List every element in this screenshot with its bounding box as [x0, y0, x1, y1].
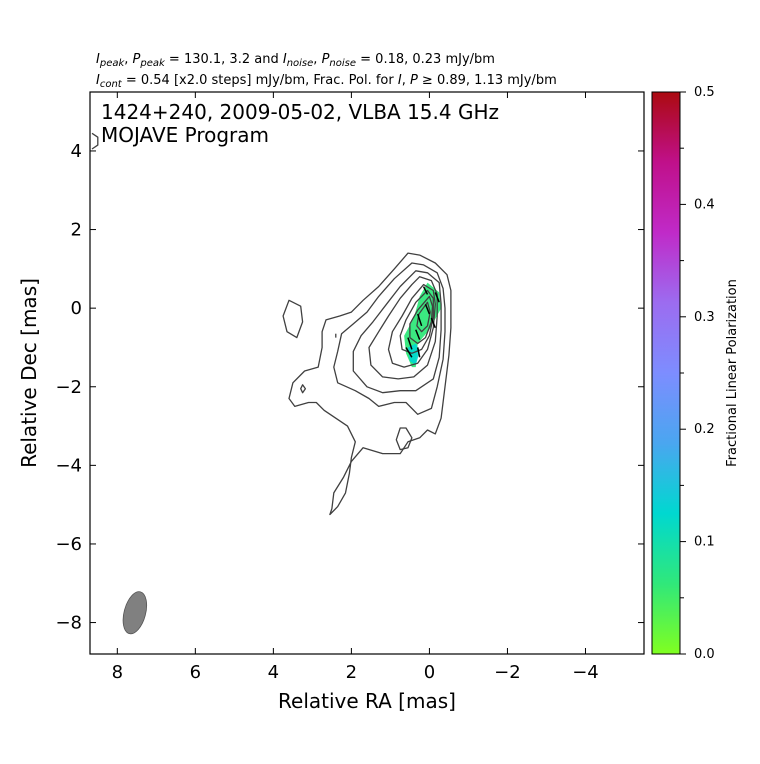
contour-layer: [91, 132, 452, 516]
evpa-tick: [416, 347, 421, 358]
x-tick-label: 6: [190, 662, 201, 683]
contour-line: [282, 299, 304, 339]
plot-title-line-2: MOJAVE Program: [101, 123, 269, 147]
y-axis-label: Relative Dec [mas]: [17, 278, 41, 468]
y-tick-label: −8: [55, 613, 82, 634]
contour-line: [333, 262, 446, 415]
plot-title-line-1: 1424+240, 2009-05-02, VLBA 15.4 GHz: [101, 100, 499, 124]
x-tick-label: 4: [268, 662, 279, 683]
colorbar-tick-label: 0.4: [694, 197, 715, 212]
colorbar-tick-label: 0.1: [694, 535, 715, 550]
colorbar-label: Fractional Linear Polarization: [725, 279, 740, 467]
beam-layer: [122, 591, 148, 635]
beam-ellipse: [122, 591, 148, 635]
y-tick-label: −4: [55, 455, 82, 476]
x-axis-ticks: 8 6 4 2 0 −2 −4: [112, 92, 599, 683]
y-tick-label: 0: [71, 298, 82, 319]
colorbar-tick-label: 0.3: [694, 310, 715, 325]
contour-line: [395, 427, 413, 451]
x-tick-label: −2: [494, 662, 521, 683]
colorbar-tick-label: 0.0: [694, 647, 715, 662]
colorbar: 0.0 0.1 0.2 0.3 0.4 0.5 Fractional Linear Pol…: [651, 85, 740, 662]
y-tick-label: −6: [55, 534, 82, 555]
evpa-tick: [415, 329, 421, 340]
plot-area: 8 6 4 2 0 −2 −4 4 2 0 −2 −4 −6 −8 1424+240, 2009-05-…: [55, 91, 645, 683]
x-tick-label: 8: [112, 662, 123, 683]
colorbar-tick-label: 0.5: [694, 85, 715, 100]
plot-background: [90, 92, 644, 654]
colorbar-ticks: 0.0 0.1 0.2 0.3 0.4 0.5: [680, 85, 715, 662]
contour-line: [368, 276, 438, 380]
evpa-tick: [434, 292, 440, 303]
x-tick-label: −4: [572, 662, 599, 683]
colorbar-gradient: [651, 91, 681, 655]
contour-line: [387, 283, 436, 368]
y-tick-label: 2: [71, 220, 82, 241]
evpa-tick: [407, 337, 413, 350]
plot-frame: [89, 91, 645, 655]
y-axis-ticks: 4 2 0 −2 −4 −6 −8: [55, 141, 644, 634]
x-axis-label: Relative RA [mas]: [278, 689, 456, 713]
contour-line: [91, 132, 99, 150]
x-tick-label: 0: [424, 662, 435, 683]
y-tick-label: 4: [71, 141, 82, 162]
header-line-2: Icont = 0.54 [x2.0 steps] mJy/bm, Frac. …: [96, 73, 557, 90]
contour-line: [409, 295, 434, 345]
x-tick-label: 2: [346, 662, 357, 683]
contour-line: [300, 384, 307, 394]
evpa-tick: [430, 317, 436, 329]
evpa-tick: [405, 347, 413, 358]
contour-line: [399, 289, 434, 354]
evpa-tick: [422, 286, 429, 295]
evpa-layer: [405, 286, 440, 358]
y-tick-label: −2: [55, 377, 82, 398]
contour-line: [352, 270, 442, 394]
contour-line: [416, 301, 431, 333]
header-line-1: Ipeak, Ppeak = 130.1, 3.2 and Inoise, Pn…: [96, 52, 495, 69]
contour-line: [288, 252, 452, 516]
evpa-tick: [417, 313, 423, 327]
colorbar-tick-label: 0.2: [694, 422, 715, 437]
evpa-tick: [424, 303, 431, 315]
